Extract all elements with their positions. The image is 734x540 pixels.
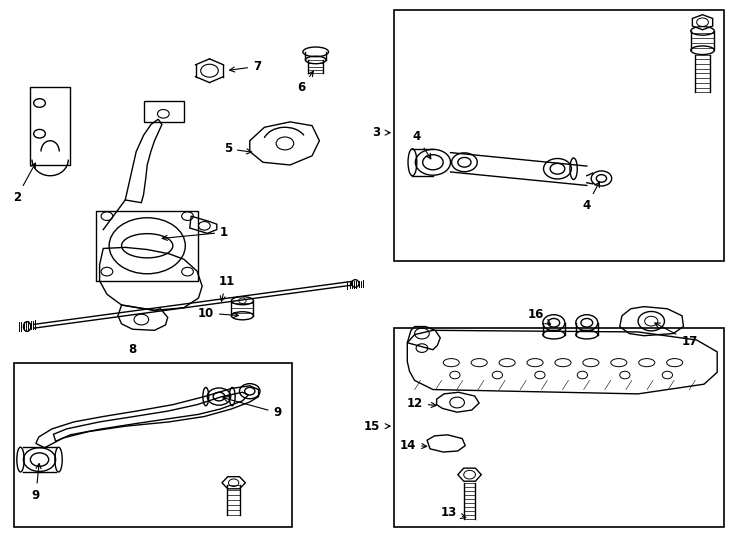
Text: 4: 4 bbox=[583, 182, 600, 212]
Text: 9: 9 bbox=[32, 464, 41, 502]
Text: 17: 17 bbox=[655, 323, 697, 348]
Bar bbox=[14, 363, 292, 528]
Bar bbox=[96, 211, 198, 281]
Text: 10: 10 bbox=[197, 307, 239, 320]
Text: 5: 5 bbox=[224, 143, 252, 156]
Text: 8: 8 bbox=[128, 343, 137, 356]
Bar bbox=[30, 87, 70, 165]
Text: 11: 11 bbox=[218, 275, 234, 301]
Text: 16: 16 bbox=[527, 308, 550, 325]
Text: 13: 13 bbox=[441, 506, 466, 519]
Text: 14: 14 bbox=[400, 438, 426, 451]
Text: 2: 2 bbox=[12, 163, 35, 204]
Text: 15: 15 bbox=[364, 420, 380, 433]
Bar bbox=[394, 10, 724, 261]
Text: 7: 7 bbox=[230, 60, 261, 73]
Text: 9: 9 bbox=[223, 396, 282, 419]
Text: 1: 1 bbox=[162, 226, 228, 240]
Text: 3: 3 bbox=[372, 126, 380, 139]
Bar bbox=[394, 328, 724, 528]
Text: 6: 6 bbox=[297, 71, 313, 94]
Bar bbox=[144, 102, 184, 122]
Text: 12: 12 bbox=[407, 397, 436, 410]
Text: 4: 4 bbox=[413, 130, 431, 159]
